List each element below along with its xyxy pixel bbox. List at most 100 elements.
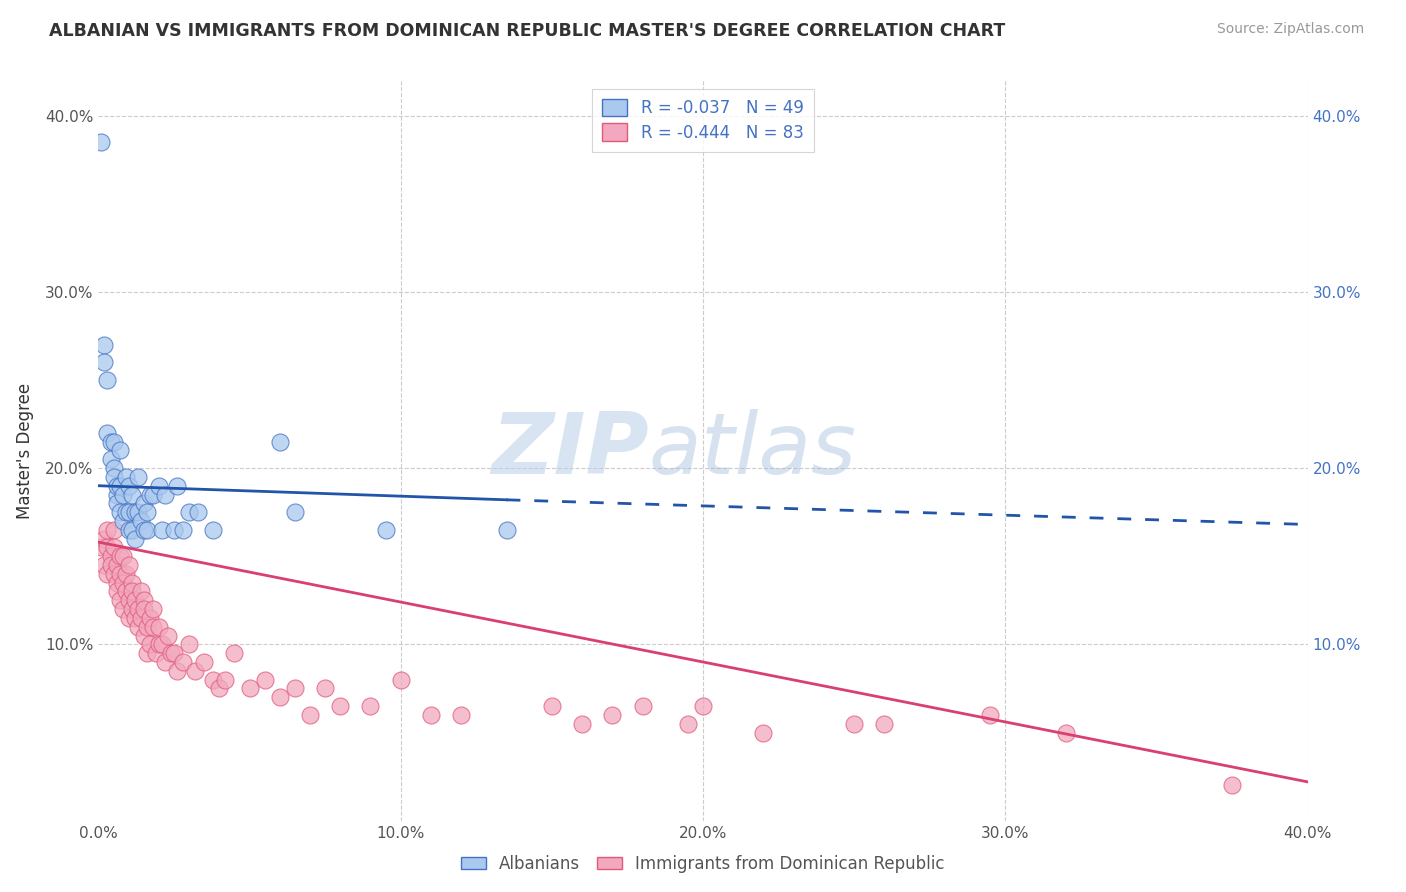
- Point: [114, 566, 136, 581]
- Point: [96, 523, 118, 537]
- Point: [100, 549, 122, 564]
- Point: [124, 611, 146, 625]
- Point: [360, 699, 382, 714]
- Point: [602, 707, 624, 722]
- Point: [135, 523, 157, 537]
- Point: [93, 532, 115, 546]
- Point: [208, 681, 231, 696]
- Point: [118, 505, 141, 519]
- Point: [111, 514, 134, 528]
- Point: [172, 655, 194, 669]
- Point: [224, 646, 246, 660]
- Point: [132, 523, 155, 537]
- Point: [142, 487, 165, 501]
- Point: [132, 628, 155, 642]
- Point: [239, 681, 262, 696]
- Point: [139, 487, 162, 501]
- Point: [153, 655, 176, 669]
- Point: [105, 479, 128, 493]
- Point: [108, 593, 131, 607]
- Point: [166, 479, 188, 493]
- Point: [114, 470, 136, 484]
- Point: [103, 566, 125, 581]
- Point: [105, 496, 128, 510]
- Point: [132, 593, 155, 607]
- Point: [193, 655, 215, 669]
- Point: [96, 566, 118, 581]
- Point: [108, 443, 131, 458]
- Point: [202, 523, 225, 537]
- Point: [111, 575, 134, 590]
- Point: [96, 373, 118, 387]
- Point: [676, 716, 699, 731]
- Point: [148, 620, 170, 634]
- Point: [329, 699, 352, 714]
- Point: [100, 452, 122, 467]
- Point: [269, 434, 291, 449]
- Point: [121, 575, 143, 590]
- Point: [114, 584, 136, 599]
- Point: [105, 487, 128, 501]
- Point: [103, 541, 125, 555]
- Point: [132, 602, 155, 616]
- Point: [150, 523, 173, 537]
- Point: [114, 505, 136, 519]
- Point: [127, 602, 149, 616]
- Point: [105, 558, 128, 572]
- Point: [96, 425, 118, 440]
- Point: [105, 575, 128, 590]
- Point: [314, 681, 336, 696]
- Point: [118, 593, 141, 607]
- Point: [129, 514, 152, 528]
- Point: [374, 523, 396, 537]
- Point: [172, 523, 194, 537]
- Point: [121, 487, 143, 501]
- Point: [389, 673, 412, 687]
- Point: [299, 707, 322, 722]
- Point: [111, 549, 134, 564]
- Point: [139, 637, 162, 651]
- Point: [571, 716, 593, 731]
- Point: [873, 716, 896, 731]
- Legend: Albanians, Immigrants from Dominican Republic: Albanians, Immigrants from Dominican Rep…: [454, 848, 952, 880]
- Point: [979, 707, 1001, 722]
- Y-axis label: Master's Degree: Master's Degree: [15, 383, 34, 518]
- Point: [108, 566, 131, 581]
- Point: [163, 646, 186, 660]
- Point: [111, 487, 134, 501]
- Point: [129, 584, 152, 599]
- Point: [93, 337, 115, 351]
- Point: [142, 602, 165, 616]
- Point: [139, 611, 162, 625]
- Point: [103, 461, 125, 475]
- Point: [108, 505, 131, 519]
- Point: [96, 541, 118, 555]
- Point: [135, 620, 157, 634]
- Point: [150, 637, 173, 651]
- Point: [135, 646, 157, 660]
- Text: atlas: atlas: [648, 409, 856, 492]
- Point: [166, 664, 188, 678]
- Point: [145, 646, 167, 660]
- Point: [142, 620, 165, 634]
- Point: [108, 549, 131, 564]
- Point: [148, 479, 170, 493]
- Point: [127, 470, 149, 484]
- Point: [184, 664, 207, 678]
- Point: [90, 541, 112, 555]
- Text: ZIP: ZIP: [491, 409, 648, 492]
- Point: [692, 699, 714, 714]
- Text: ALBANIAN VS IMMIGRANTS FROM DOMINICAN REPUBLIC MASTER'S DEGREE CORRELATION CHART: ALBANIAN VS IMMIGRANTS FROM DOMINICAN RE…: [49, 22, 1005, 40]
- Point: [100, 434, 122, 449]
- Point: [129, 611, 152, 625]
- Legend: R = -0.037   N = 49, R = -0.444   N = 83: R = -0.037 N = 49, R = -0.444 N = 83: [592, 88, 814, 152]
- Point: [132, 496, 155, 510]
- Point: [844, 716, 866, 731]
- Point: [160, 646, 183, 660]
- Point: [103, 470, 125, 484]
- Point: [214, 673, 236, 687]
- Point: [269, 690, 291, 705]
- Point: [127, 620, 149, 634]
- Point: [124, 505, 146, 519]
- Point: [118, 479, 141, 493]
